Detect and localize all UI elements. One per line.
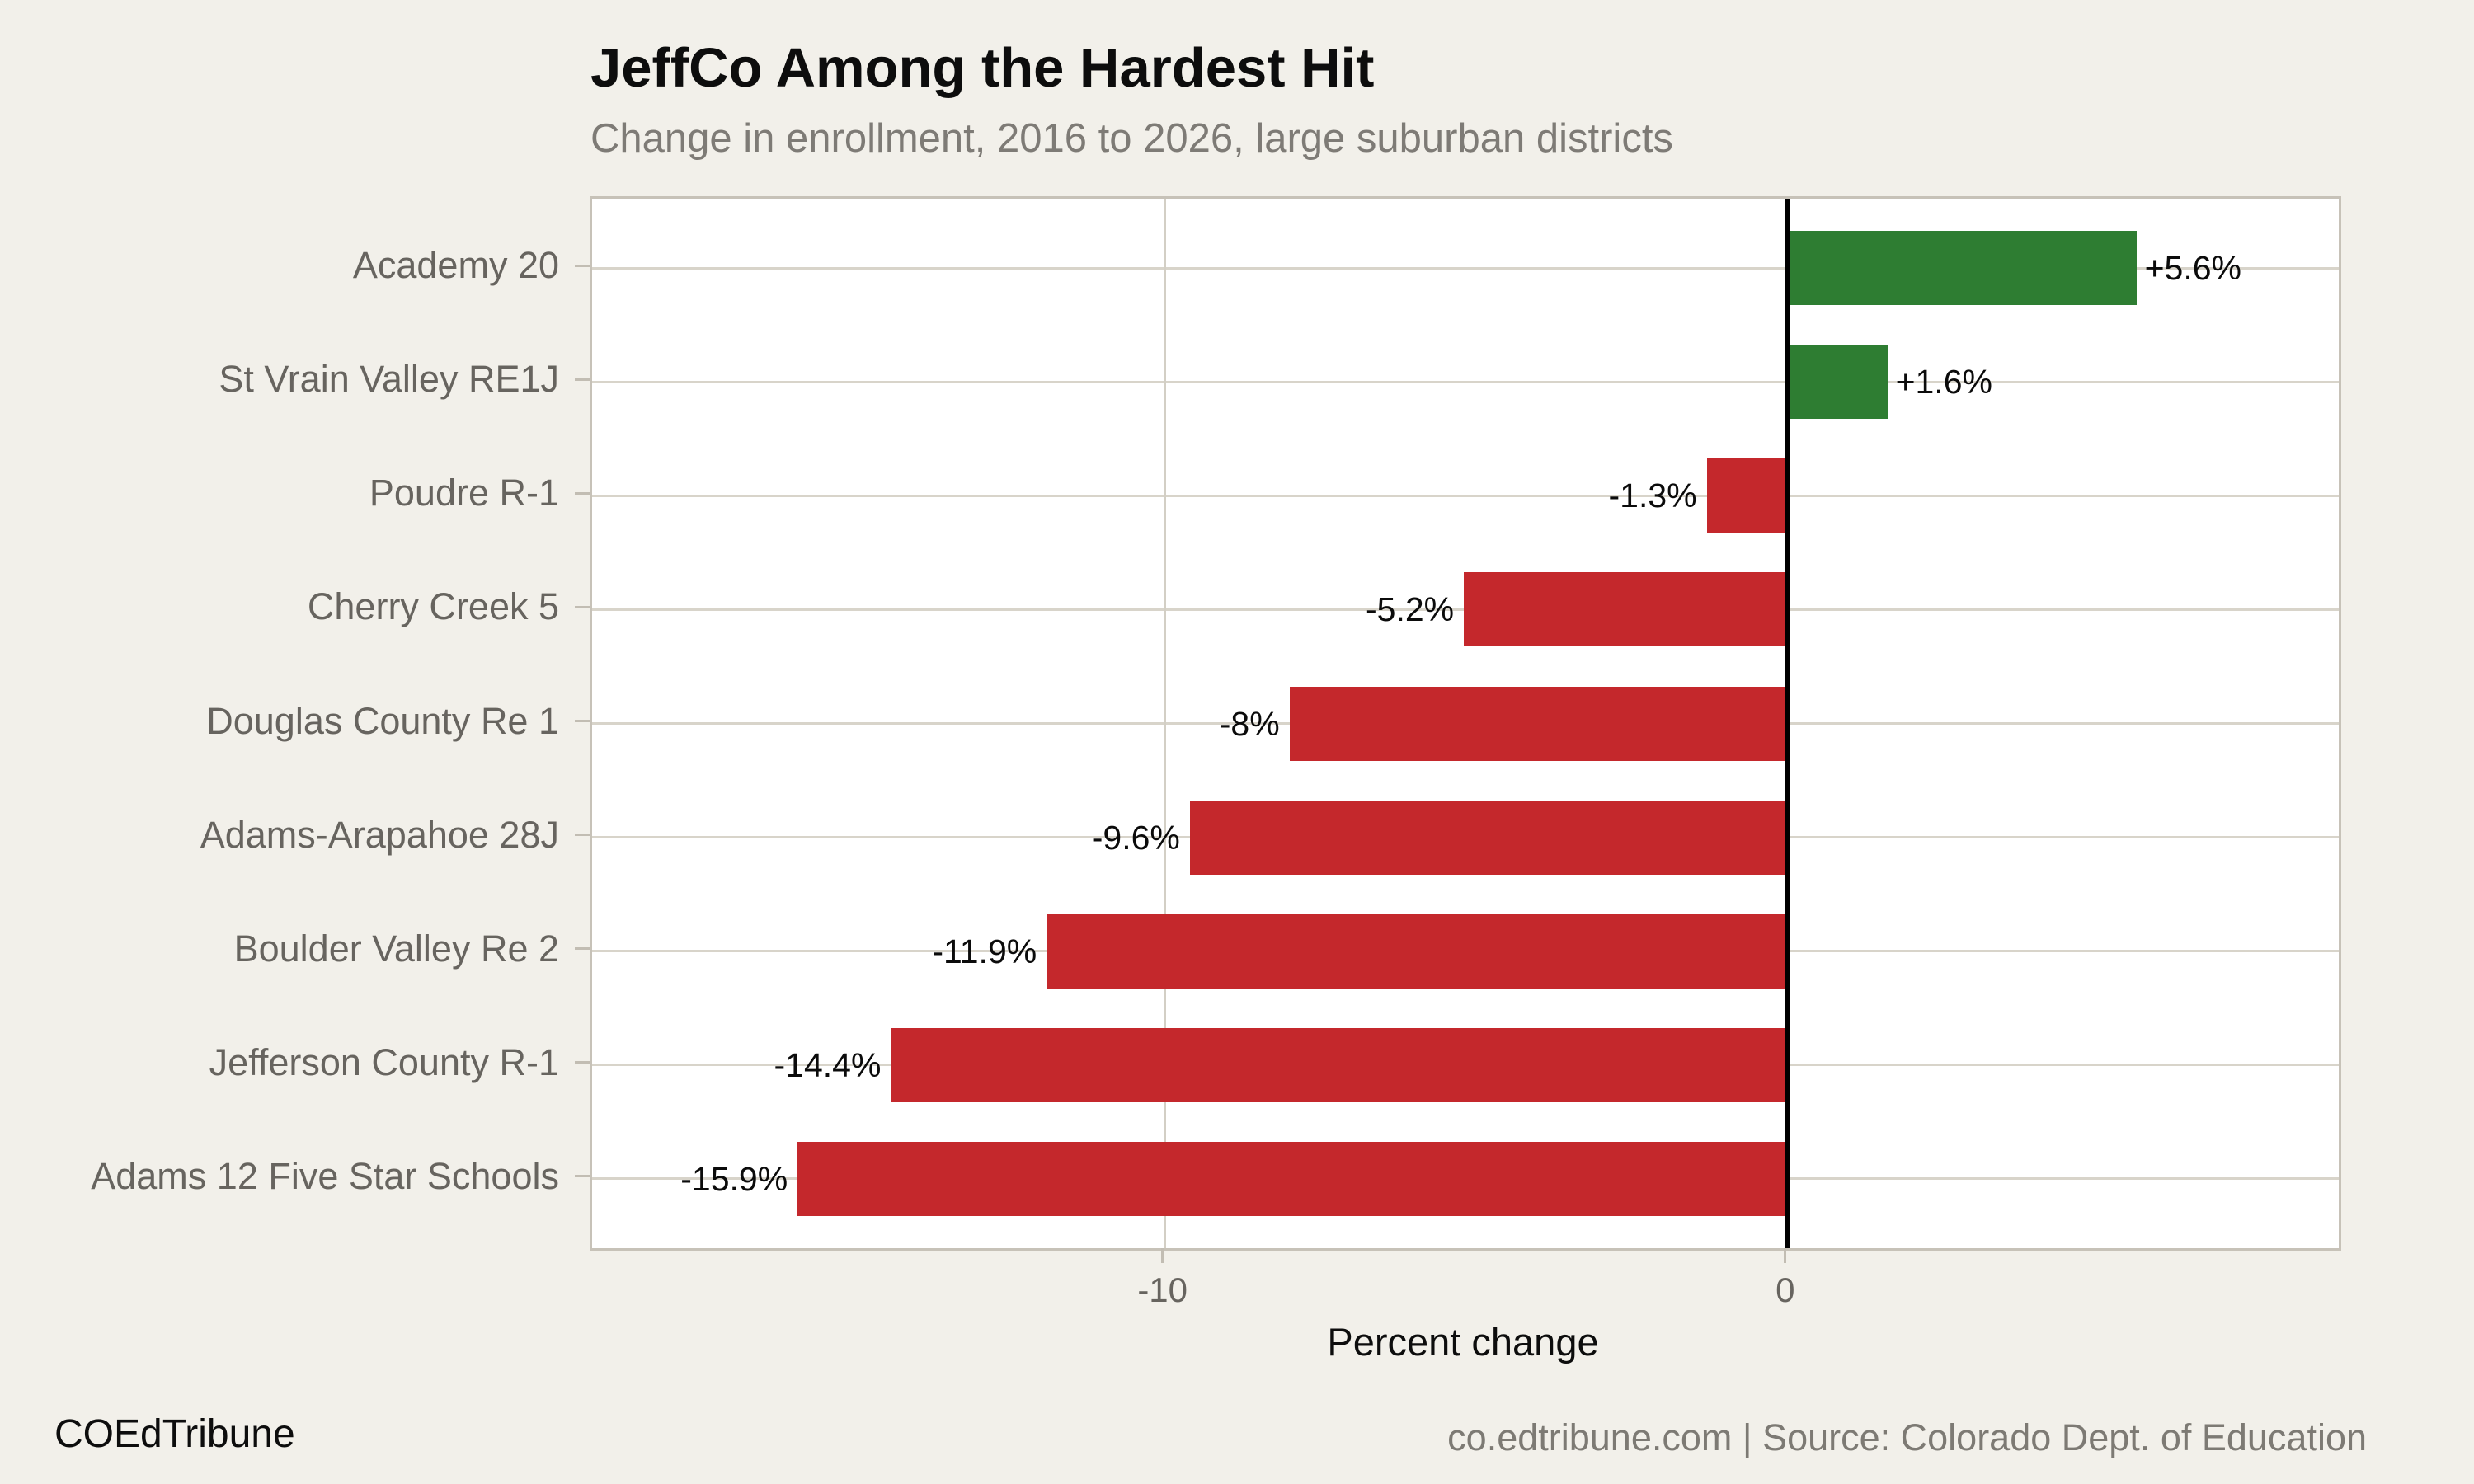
chart-subtitle: Change in enrollment, 2016 to 2026, larg… xyxy=(590,116,1673,161)
y-axis-label-academy-20: Academy 20 xyxy=(352,244,559,287)
x-axis-tick xyxy=(1161,1248,1164,1263)
bar-value-label: +1.6% xyxy=(1895,363,1992,402)
y-axis-label-adams-arapahoe-28j: Adams-Arapahoe 28J xyxy=(200,813,559,856)
bar-value-label: -8% xyxy=(1219,704,1280,743)
y-axis-tick xyxy=(575,947,590,951)
bar-value-label: -14.4% xyxy=(774,1045,882,1084)
gridline-academy-20 xyxy=(592,266,2339,270)
x-tick-label--10: -10 xyxy=(1137,1270,1188,1309)
bar-value-label: -5.2% xyxy=(1366,590,1455,629)
bar-value-label: -1.3% xyxy=(1608,477,1697,515)
brand-logo-text: COEdTribune xyxy=(54,1412,295,1456)
bar-adams-12-five-star-schools xyxy=(797,1141,1788,1216)
chart-title: JeffCo Among the Hardest Hit xyxy=(590,37,1375,99)
y-axis-tick xyxy=(575,605,590,608)
bar-cherry-creek-5 xyxy=(1464,572,1788,647)
bar-douglas-county-re-1 xyxy=(1289,686,1788,761)
source-attribution: co.edtribune.com | Source: Colorado Dept… xyxy=(1447,1416,2367,1458)
y-axis-tick xyxy=(575,720,590,722)
y-axis-tick xyxy=(575,264,590,267)
plot-area: +5.6% +1.6% -1.3% -5.2% -8% -9.6% -11.9% -14.4%… xyxy=(592,199,2339,1248)
bar-boulder-valley-re-2 xyxy=(1047,913,1788,989)
plot-background: +5.6% +1.6% -1.3% -5.2% -8% -9.6% -11.9% -14.4%… xyxy=(590,196,2341,1251)
bar-adams-arapahoe-28j xyxy=(1189,800,1788,875)
bar-jefferson-county-r-1 xyxy=(891,1027,1788,1102)
bar-st-vrain-valley-re1j xyxy=(1787,345,1888,420)
y-axis-label-cherry-creek-5: Cherry Creek 5 xyxy=(307,585,559,628)
y-axis-label-boulder-valley-re-2: Boulder Valley Re 2 xyxy=(233,927,559,970)
bar-value-label: +5.6% xyxy=(2144,249,2241,288)
zero-baseline xyxy=(1785,199,1790,1248)
vertical-gridline--10 xyxy=(1164,199,1167,1248)
y-axis-label-poudre-r-1: Poudre R-1 xyxy=(369,472,559,514)
y-axis-label-adams-12-five-star-schools: Adams 12 Five Star Schools xyxy=(91,1154,559,1197)
bar-value-label: -11.9% xyxy=(932,932,1037,970)
y-axis-tick xyxy=(575,1061,590,1064)
bar-academy-20 xyxy=(1787,231,2137,306)
x-axis-tick xyxy=(1784,1248,1787,1263)
y-axis-tick xyxy=(575,378,590,381)
x-tick-label-0: 0 xyxy=(1776,1270,1795,1309)
bar-value-label: -9.6% xyxy=(1091,818,1180,857)
bar-value-label: -15.9% xyxy=(680,1159,788,1198)
y-axis-tick xyxy=(575,491,590,495)
y-axis-tick xyxy=(575,834,590,837)
y-axis-label-st-vrain-valley-re1j: St Vrain Valley RE1J xyxy=(219,358,559,401)
x-axis-title: Percent change xyxy=(1327,1320,1599,1364)
y-axis-tick xyxy=(575,1175,590,1178)
gridline-poudre-r-1 xyxy=(592,494,2339,497)
y-axis-label-jefferson-county-r-1: Jefferson County R-1 xyxy=(209,1040,559,1083)
gridline-st-vrain-valley-re1j xyxy=(592,380,2339,383)
bar-poudre-r-1 xyxy=(1706,458,1788,533)
y-axis-label-douglas-county-re-1: Douglas County Re 1 xyxy=(206,699,559,742)
